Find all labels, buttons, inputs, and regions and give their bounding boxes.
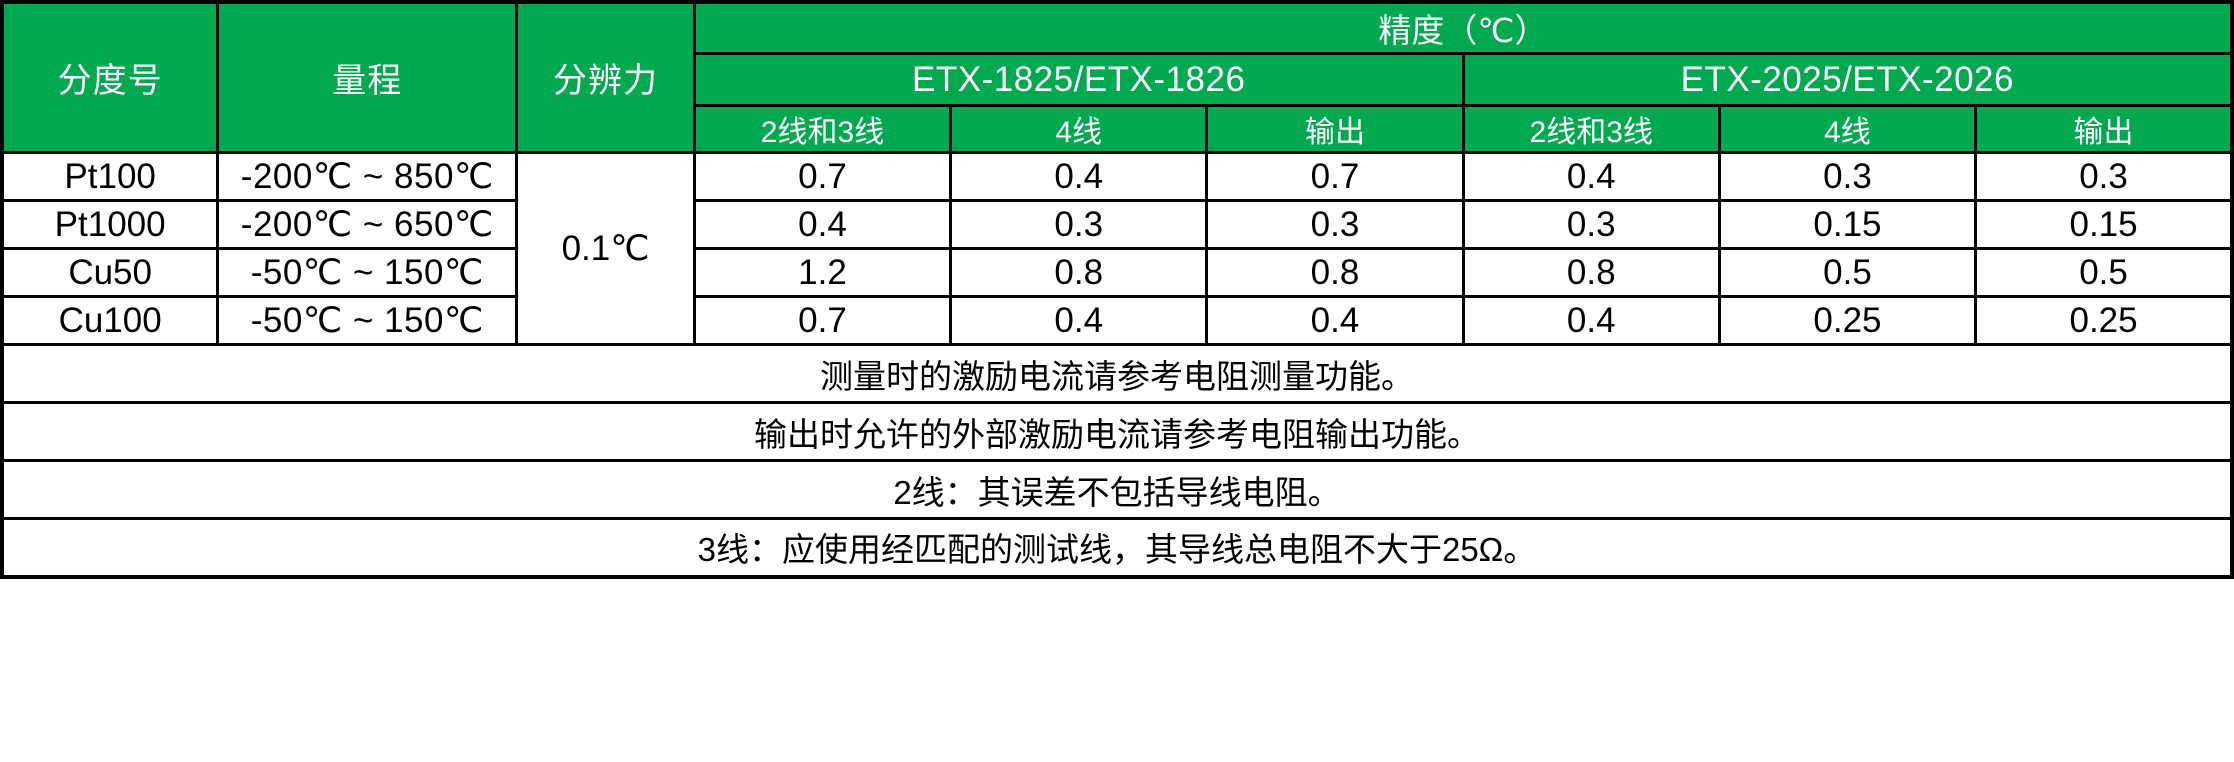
header-g1-output: 输出 (1205, 104, 1465, 154)
cell-grade: Pt1000 (0, 199, 220, 250)
note-external-excitation-output: 输出时允许的外部激励电流请参考电阻输出功能。 (0, 401, 2234, 462)
header-g2-two-three-wire: 2线和3线 (1461, 104, 1721, 154)
cell-g2-output: 0.15 (1974, 199, 2234, 250)
cell-g1-four-wire: 0.4 (949, 295, 1209, 346)
cell-range: -200℃ ~ 650℃ (216, 199, 519, 250)
cell-g1-two-three-wire: 0.4 (692, 199, 953, 250)
header-accuracy: 精度（℃） (692, 0, 2234, 55)
cell-g1-output: 0.4 (1205, 295, 1465, 346)
cell-g1-output: 0.8 (1205, 247, 1465, 298)
note-row: 2线：其误差不包括导线电阻。 (0, 459, 2234, 520)
note-three-wire: 3线：应使用经匹配的测试线，其导线总电阻不大于25Ω。 (0, 517, 2234, 578)
cell-range: -50℃ ~ 150℃ (216, 295, 519, 346)
table-row: Pt100 -200℃ ~ 850℃ 0.1℃ 0.7 0.4 0.7 0.4 … (0, 151, 2234, 346)
cell-g1-two-three-wire: 0.7 (692, 151, 953, 202)
table-row: Pt1000 -200℃ ~ 650℃ 0.4 0.3 0.3 0.3 0.15… (0, 199, 2234, 250)
cell-grade: Pt100 (0, 151, 220, 202)
header-row-top: 分度号 量程 分辨力 精度（℃） (0, 0, 2234, 154)
cell-range: -50℃ ~ 150℃ (216, 247, 519, 298)
cell-g1-two-three-wire: 0.7 (692, 295, 953, 346)
note-row: 3线：应使用经匹配的测试线，其导线总电阻不大于25Ω。 (0, 517, 2234, 578)
table-row: Cu100 -50℃ ~ 150℃ 0.7 0.4 0.4 0.4 0.25 0… (0, 295, 2234, 346)
header-g1-four-wire: 4线 (949, 104, 1209, 154)
cell-g1-four-wire: 0.8 (949, 247, 1209, 298)
specification-table: 分度号 量程 分辨力 精度（℃） ETX-1825/ETX-1826 ETX-2… (0, 0, 2234, 579)
header-range: 量程 (216, 0, 519, 154)
header-g2-four-wire: 4线 (1717, 104, 1978, 154)
note-row: 测量时的激励电流请参考电阻测量功能。 (0, 343, 2234, 404)
cell-grade: Cu50 (0, 247, 220, 298)
table-row: Cu50 -50℃ ~ 150℃ 1.2 0.8 0.8 0.8 0.5 0.5 (0, 247, 2234, 298)
note-excitation-current-measure: 测量时的激励电流请参考电阻测量功能。 (0, 343, 2234, 404)
cell-g2-output: 0.25 (1974, 295, 2234, 346)
cell-resolution-value: 0.1℃ (515, 151, 696, 346)
table-header: 分度号 量程 分辨力 精度（℃） ETX-1825/ETX-1826 ETX-2… (0, 0, 2234, 154)
cell-g2-two-three-wire: 0.3 (1461, 199, 1721, 250)
cell-g2-output: 0.5 (1974, 247, 2234, 298)
table-body: Pt100 -200℃ ~ 850℃ 0.1℃ 0.7 0.4 0.7 0.4 … (0, 151, 2234, 578)
cell-g2-two-three-wire: 0.8 (1461, 247, 1721, 298)
header-row-wiring: 2线和3线 4线 输出 2线和3线 4线 输出 (2, 104, 2234, 154)
header-g1-two-three-wire: 2线和3线 (692, 104, 953, 154)
cell-g2-output: 0.3 (1974, 151, 2234, 202)
header-grade: 分度号 (0, 0, 220, 154)
cell-g1-two-three-wire: 1.2 (692, 247, 953, 298)
cell-g1-four-wire: 0.3 (949, 199, 1209, 250)
cell-g2-two-three-wire: 0.4 (1461, 295, 1721, 346)
cell-g2-four-wire: 0.25 (1717, 295, 1978, 346)
cell-range: -200℃ ~ 850℃ (216, 151, 519, 202)
note-two-wire: 2线：其误差不包括导线电阻。 (0, 459, 2234, 520)
cell-g2-four-wire: 0.15 (1717, 199, 1978, 250)
cell-grade: Cu100 (0, 295, 220, 346)
note-row: 输出时允许的外部激励电流请参考电阻输出功能。 (0, 401, 2234, 462)
cell-g1-output: 0.3 (1205, 199, 1465, 250)
header-model-group-2: ETX-2025/ETX-2026 (1461, 52, 2234, 107)
cell-g2-two-three-wire: 0.4 (1461, 151, 1721, 202)
header-model-group-1: ETX-1825/ETX-1826 (692, 52, 1465, 107)
cell-g1-output: 0.7 (1205, 151, 1465, 202)
header-resolution: 分辨力 (515, 0, 696, 154)
header-row-models: ETX-1825/ETX-1826 ETX-2025/ETX-2026 (2, 52, 2234, 107)
cell-g2-four-wire: 0.3 (1717, 151, 1978, 202)
cell-g2-four-wire: 0.5 (1717, 247, 1978, 298)
header-g2-output: 输出 (1974, 104, 2234, 154)
cell-g1-four-wire: 0.4 (949, 151, 1209, 202)
